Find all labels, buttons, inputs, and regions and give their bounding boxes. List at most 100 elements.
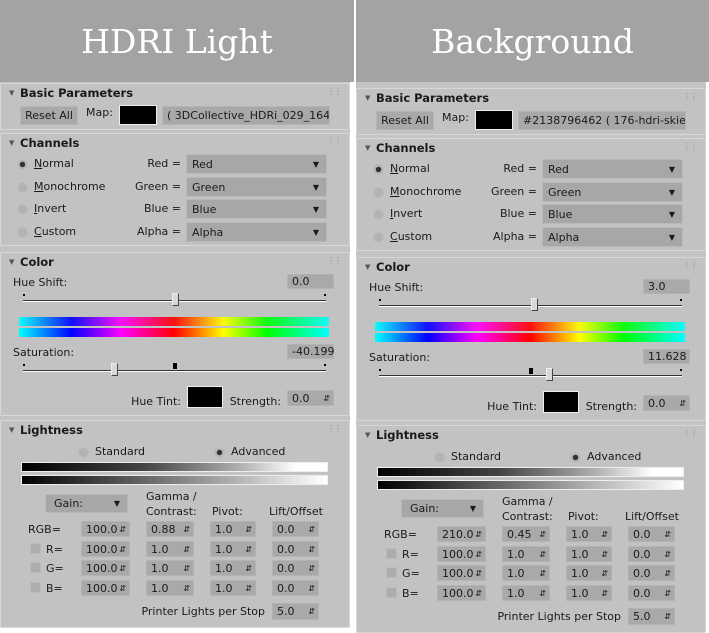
rollout-title[interactable]: Channels [376,141,436,155]
pivot-spinner[interactable]: 1.0 ⇵ [210,560,256,576]
spinner-arrows-icon[interactable]: ⇵ [539,569,546,578]
gamma-spinner[interactable]: 1.0 ⇵ [146,560,194,576]
radio-advanced[interactable] [570,452,581,463]
spinner-arrows-icon[interactable]: ⇵ [601,530,608,539]
radio-custom[interactable] [373,231,384,243]
gain-spinner[interactable]: 100.0 ⇵ [81,521,130,537]
pivot-spinner[interactable]: 1.0 ⇵ [566,526,612,542]
spinner-arrows-icon[interactable]: ⇵ [664,569,671,578]
spinner-arrows-icon[interactable]: ⇵ [245,525,252,534]
spinner-arrows-icon[interactable]: ⇵ [245,583,252,593]
spinner-arrows-icon[interactable]: ⇵ [183,544,190,554]
radio-advanced[interactable] [214,447,225,458]
grip-icon[interactable]: ⋮⋮ [683,429,698,438]
reset-all-button[interactable]: Reset All [20,106,78,125]
grip-icon[interactable]: ⋮⋮ [327,256,342,265]
rollout-title[interactable]: Basic Parameters [376,91,490,105]
spinner-arrows-icon[interactable]: ⇵ [308,564,315,573]
spinner-arrows-icon[interactable]: ⇵ [475,549,482,559]
lift-spinner[interactable]: 0.0 ⇵ [628,565,675,581]
radio-label-standard[interactable]: Standard [95,445,146,458]
spinner-arrows-icon[interactable]: ⇵ [308,544,315,554]
radio-monochrome[interactable] [17,181,28,193]
rollout-title[interactable]: Color [376,260,410,274]
saturation-slider-thumb[interactable] [545,368,553,381]
spinner-arrows-icon[interactable]: ⇵ [601,569,608,578]
lift-spinner[interactable]: 0.0 ⇵ [628,584,675,601]
channel-dropdown[interactable]: Red ▼ [186,154,327,174]
gamma-spinner[interactable]: 1.0 ⇵ [502,565,550,581]
strength-spinner[interactable]: 0.0 ⇵ [287,390,334,406]
gain-spinner[interactable]: 100.0 ⇵ [437,584,486,601]
radio-invert[interactable] [373,209,384,220]
spinner-arrows-icon[interactable]: ⇵ [308,607,315,616]
channel-checkbox[interactable] [30,562,41,573]
pivot-spinner[interactable]: 1.0 ⇵ [566,545,612,562]
spinner-arrows-icon[interactable]: ⇵ [323,394,330,403]
spinner-arrows-icon[interactable]: ⇵ [539,530,546,539]
spinner-arrows-icon[interactable]: ⇵ [539,588,546,598]
spinner-arrows-icon[interactable]: ⇵ [183,525,190,534]
lift-spinner[interactable]: 0.0 ⇵ [272,579,319,596]
radio-normal[interactable] [373,164,384,175]
rollout-title[interactable]: Color [20,255,54,269]
channel-dropdown[interactable]: Blue ▼ [186,199,327,219]
rollout-title[interactable]: Basic Parameters [20,86,134,100]
channel-checkbox[interactable] [386,586,397,598]
hue-shift-slider-thumb[interactable] [530,298,538,311]
radio-standard[interactable] [78,447,89,458]
spinner-arrows-icon[interactable]: ⇵ [601,588,608,598]
gamma-spinner[interactable]: 1.0 ⇵ [146,540,194,557]
spinner-arrows-icon[interactable]: ⇵ [308,583,315,593]
pivot-spinner[interactable]: 1.0 ⇵ [210,521,256,537]
map-name-field[interactable]: ( 3DCollective_HDRi_029_1645_+3 [162,106,330,125]
spinner-arrows-icon[interactable]: ⇵ [119,583,126,593]
printer-lights-spinner[interactable]: 5.0 ⇵ [272,603,319,620]
spinner-arrows-icon[interactable]: ⇵ [539,549,546,559]
channel-dropdown[interactable]: Red ▼ [542,159,683,179]
spinner-arrows-icon[interactable]: ⇵ [245,544,252,554]
gamma-spinner[interactable]: 1.0 ⇵ [146,579,194,596]
radio-label-advanced[interactable]: Advanced [231,445,286,458]
grip-icon[interactable]: ⋮⋮ [683,92,698,101]
map-swatch[interactable] [119,105,157,125]
spinner-arrows-icon[interactable]: ⇵ [308,525,315,534]
gain-spinner[interactable]: 100.0 ⇵ [81,579,130,596]
saturation-value[interactable]: -40.199 [287,344,334,359]
lift-spinner[interactable]: 0.0 ⇵ [272,540,319,557]
saturation-slider-track[interactable] [379,375,682,377]
gamma-spinner[interactable]: 1.0 ⇵ [502,584,550,601]
hue-shift-value[interactable]: 0.0 [287,274,334,289]
radio-label-custom[interactable]: Custom [390,230,432,243]
lift-spinner[interactable]: 0.0 ⇵ [272,521,319,537]
spinner-arrows-icon[interactable]: ⇵ [664,612,671,621]
channel-dropdown[interactable]: Alpha ▼ [186,221,327,242]
saturation-value[interactable]: 11.628 [643,349,690,364]
gain-spinner[interactable]: 100.0 ⇵ [437,545,486,562]
collapse-triangle-icon[interactable]: ▼ [9,89,15,97]
radio-label-normal[interactable]: Normal [34,157,74,170]
radio-label-monochrome[interactable]: Monochrome [34,180,105,193]
spinner-arrows-icon[interactable]: ⇵ [119,564,126,573]
gain-spinner[interactable]: 100.0 ⇵ [81,560,130,576]
radio-label-custom[interactable]: Custom [34,225,76,238]
hue-shift-slider-track[interactable] [379,305,682,307]
pivot-spinner[interactable]: 1.0 ⇵ [566,584,612,601]
spinner-arrows-icon[interactable]: ⇵ [601,549,608,559]
grip-icon[interactable]: ⋮⋮ [683,142,698,151]
collapse-triangle-icon[interactable]: ▼ [365,263,371,271]
channel-checkbox[interactable] [386,547,397,559]
hue-tint-swatch[interactable] [543,391,579,413]
lift-spinner[interactable]: 0.0 ⇵ [272,560,319,576]
grip-icon[interactable]: ⋮⋮ [327,87,342,96]
channel-checkbox[interactable] [30,542,41,554]
grip-icon[interactable]: ⋮⋮ [327,424,342,433]
channel-dropdown[interactable]: Green ▼ [542,181,683,202]
spinner-arrows-icon[interactable]: ⇵ [679,399,686,408]
lift-spinner[interactable]: 0.0 ⇵ [628,545,675,562]
channel-dropdown[interactable]: Green ▼ [186,176,327,197]
rollout-title[interactable]: Channels [20,136,80,150]
spinner-arrows-icon[interactable]: ⇵ [664,549,671,559]
radio-label-normal[interactable]: Normal [390,162,430,175]
gamma-spinner[interactable]: 0.45 ⇵ [502,526,550,542]
